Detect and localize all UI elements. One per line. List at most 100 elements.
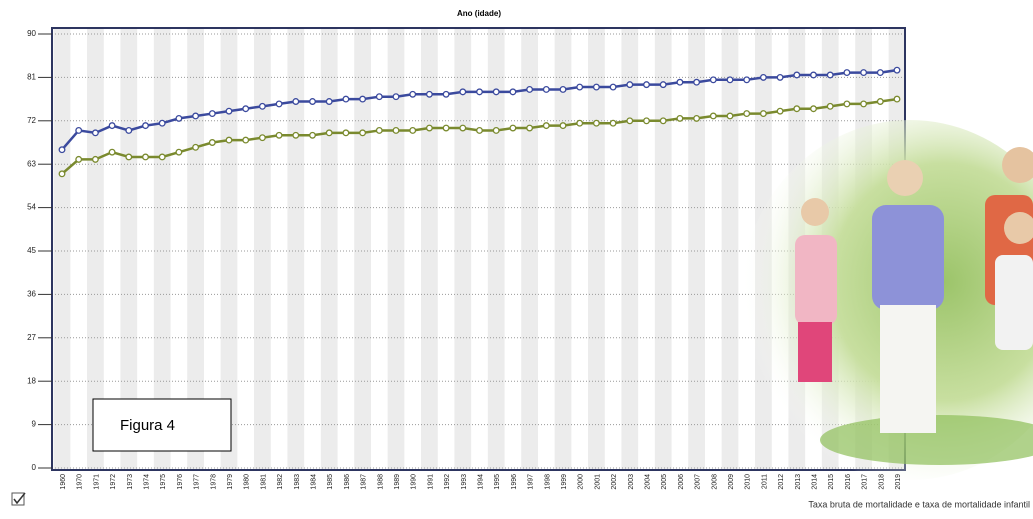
point (91, 129, 99, 137)
point (793, 105, 801, 113)
point (392, 126, 400, 134)
point (743, 76, 751, 84)
x-tick-label: 2012 (778, 474, 785, 490)
point (643, 81, 650, 89)
point (826, 102, 834, 110)
x-tick-label: 2016 (845, 474, 852, 490)
band (421, 29, 438, 469)
band (120, 29, 138, 469)
point (309, 131, 316, 139)
point (242, 105, 250, 113)
checkbox[interactable] (11, 492, 26, 506)
point (609, 83, 617, 91)
point (476, 126, 483, 134)
x-tick-label: 2010 (745, 474, 752, 490)
point (275, 100, 283, 108)
band (387, 29, 405, 469)
band (554, 29, 572, 469)
x-tick-label: 1996 (511, 474, 518, 490)
point (793, 71, 801, 79)
point (609, 119, 617, 127)
band (688, 29, 705, 469)
point (75, 126, 83, 134)
point (142, 122, 149, 130)
y-tick-label: 27 (27, 333, 36, 342)
point (75, 155, 83, 163)
annotation: Figura 4 (120, 417, 175, 434)
x-tick-label: 1989 (394, 474, 401, 490)
point (375, 93, 383, 101)
band (187, 29, 204, 469)
x-tick-label: 2001 (594, 474, 601, 490)
axes: 0 9 18 27 36 45 54 63 72 81 90 1960 1970 1971 1972 1973… (27, 29, 902, 489)
point (709, 76, 717, 84)
point (743, 110, 751, 118)
x-tick-label: 2005 (661, 474, 668, 490)
x-tick-label: 1994 (478, 474, 485, 490)
point (626, 117, 634, 125)
point (626, 81, 634, 89)
point (292, 131, 300, 139)
y-tick-label: 36 (27, 290, 36, 299)
point (409, 126, 417, 134)
x-tick-label: 1973 (127, 474, 134, 490)
point (108, 148, 116, 156)
point (325, 98, 333, 105)
x-tick-label: 2002 (611, 474, 618, 490)
point (158, 119, 166, 127)
x-tick-label: 2003 (628, 474, 635, 490)
x-tick-label: 1978 (210, 474, 217, 490)
point (709, 112, 717, 120)
point (359, 95, 367, 103)
point (375, 126, 383, 134)
point (342, 95, 350, 103)
point (359, 129, 367, 137)
point (542, 122, 550, 130)
point (425, 90, 433, 98)
point (509, 88, 517, 96)
chart-title: Ano (idade) (457, 9, 501, 18)
x-tick-label: 1985 (327, 474, 334, 490)
point (442, 90, 450, 98)
point (542, 86, 550, 93)
point (893, 66, 901, 74)
y-tick-label: 18 (27, 376, 36, 385)
point (843, 100, 851, 108)
x-tick-label: 2006 (678, 474, 685, 490)
point (342, 129, 350, 137)
x-tick-label: 1976 (177, 474, 184, 490)
point (108, 122, 116, 130)
band (454, 29, 472, 469)
y-tick-label: 54 (27, 203, 36, 212)
point (192, 112, 200, 120)
x-tick-label: 1983 (294, 474, 301, 490)
x-tick-label: 1992 (444, 474, 451, 490)
x-tick-label: 1993 (461, 474, 468, 490)
point (676, 114, 684, 122)
point (242, 136, 250, 144)
point (325, 129, 333, 137)
point (91, 155, 99, 163)
point (526, 86, 534, 93)
point (676, 78, 684, 86)
grid (52, 33, 905, 469)
band (521, 29, 538, 469)
x-tick-label: 2007 (695, 474, 702, 490)
point (125, 153, 133, 161)
point (175, 114, 183, 122)
point (843, 69, 851, 77)
point (759, 110, 767, 118)
band (87, 29, 104, 469)
point (208, 110, 216, 118)
band (354, 29, 371, 469)
x-tick-label: 1995 (494, 474, 501, 490)
point (726, 112, 734, 120)
point (693, 114, 701, 122)
band (53, 29, 71, 469)
point (592, 119, 600, 127)
point (275, 131, 283, 139)
point (893, 95, 901, 103)
point (175, 148, 183, 156)
point (492, 88, 500, 96)
